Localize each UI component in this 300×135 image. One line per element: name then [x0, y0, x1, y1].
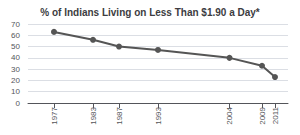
svg-text:2009: 2009 [258, 106, 267, 124]
svg-text:40: 40 [11, 53, 20, 62]
svg-text:70: 70 [11, 20, 20, 29]
svg-text:1987: 1987 [115, 106, 124, 124]
svg-text:50: 50 [11, 42, 20, 51]
svg-text:2011: 2011 [271, 106, 280, 124]
svg-text:% of Indians Living on Less Th: % of Indians Living on Less Than $1.90 a… [40, 7, 260, 18]
svg-text:10: 10 [11, 87, 20, 96]
svg-text:20: 20 [11, 76, 20, 85]
svg-text:2004: 2004 [225, 106, 234, 124]
svg-text:0: 0 [16, 99, 21, 108]
svg-text:1977: 1977 [50, 106, 59, 124]
svg-text:60: 60 [11, 31, 20, 40]
svg-text:1983: 1983 [89, 106, 98, 124]
svg-text:30: 30 [11, 65, 20, 74]
svg-text:1993: 1993 [154, 106, 163, 124]
